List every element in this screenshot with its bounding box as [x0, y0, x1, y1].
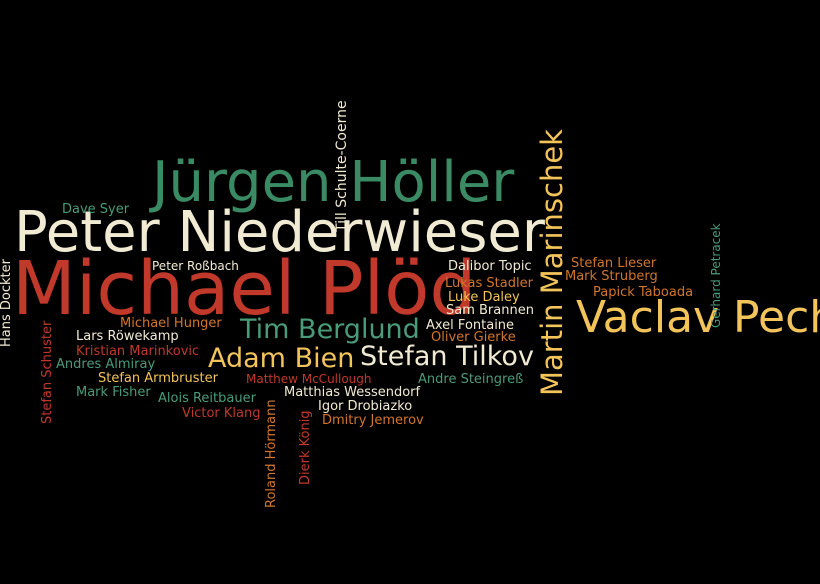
word-vaclav-pech: Vaclav Pech: [576, 292, 820, 343]
word-dmitry-jemerov: Dmitry Jemerov: [322, 413, 424, 428]
word-andre-steingress: Andre Steingreß: [418, 372, 524, 387]
word-victor-klang: Victor Klang: [182, 406, 261, 421]
word-michael-hunger: Michael Hunger: [120, 316, 222, 331]
word-matthew-mccullough: Matthew McCullough: [246, 372, 372, 386]
word-till-schulte-coerne: Till Schulte-Coerne: [334, 100, 350, 232]
word-papick-taboada: Papick Taboada: [593, 285, 694, 300]
word-stefan-tilkov: Stefan Tilkov: [360, 341, 534, 372]
word-dalibor-topic: Dalibor Topic: [448, 259, 532, 274]
word-roland-hoermann: Roland Hörmann: [264, 399, 279, 508]
word-dierk-koenig: Dierk König: [298, 410, 313, 485]
word-adam-bien: Adam Bien: [208, 343, 355, 374]
word-lars-roewekamp: Lars Röwekamp: [76, 329, 179, 344]
word-axel-fontaine: Axel Fontaine: [426, 318, 515, 333]
word-sam-brannen: Sam Brannen: [446, 303, 534, 318]
word-hans-dockter: Hans Dockter: [0, 259, 14, 347]
word-matthias-wessendorf: Matthias Wessendorf: [284, 385, 421, 400]
word-mark-fisher: Mark Fisher: [76, 385, 151, 400]
word-peter-niederwieser: Peter Niederwieser: [14, 200, 545, 265]
word-oliver-gierke: Oliver Gierke: [431, 330, 516, 345]
word-stefan-armbruster: Stefan Armbruster: [98, 371, 218, 386]
word-dave-syer: Dave Syer: [62, 202, 130, 217]
word-igor-drobiazko: Igor Drobiazko: [318, 399, 413, 414]
word-stefan-schuster: Stefan Schuster: [40, 320, 55, 424]
word-lukas-stadler: Lukas Stadler: [445, 276, 533, 291]
word-tim-berglund: Tim Berglund: [240, 314, 420, 345]
word-kristian-marinkovic: Kristian Marinkovic: [76, 344, 200, 359]
word-stefan-lieser: Stefan Lieser: [571, 256, 657, 271]
word-mark-struberg: Mark Struberg: [565, 269, 658, 284]
word-luke-daley: Luke Daley: [448, 290, 520, 305]
word-martin-marinschek: Martin Marinschek: [535, 129, 569, 396]
word-andres-almiray: Andres Almiray: [56, 357, 156, 372]
word-peter-rossbach: Peter Roßbach: [152, 259, 239, 273]
word-alois-reitbauer: Alois Reitbauer: [158, 391, 256, 406]
word-michael-ploed: Michael Plöd: [12, 246, 477, 332]
word-gerhard-petracek: Gerhard Petracek: [709, 223, 723, 328]
word-juergen-hoeller: Jürgen Höller: [152, 150, 515, 215]
